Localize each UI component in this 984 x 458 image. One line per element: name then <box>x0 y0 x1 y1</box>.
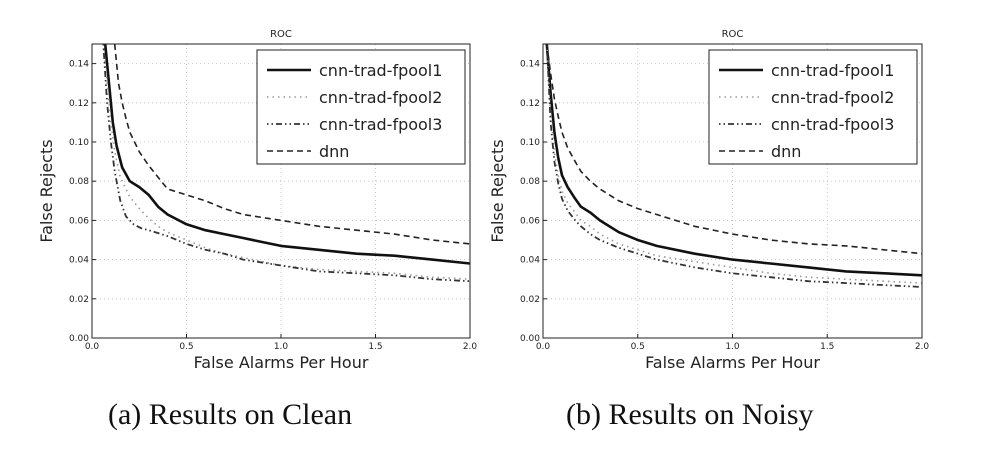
roc-chart-noisy: 0.0 0.5 1.0 1.5 2.0 0.00 0.02 0.04 0.06 0.08 0.10 0… <box>488 29 929 372</box>
y-tick-label: 0.06 <box>520 216 540 226</box>
x-tick-label: 1.0 <box>725 342 740 352</box>
series-line-dnn <box>113 44 470 245</box>
legend-label-cnn-trad-fpool3: cnn-trad-fpool3 <box>771 115 894 134</box>
legend-label-cnn-trad-fpool1: cnn-trad-fpool1 <box>319 61 442 80</box>
y-tick-label: 0.12 <box>520 99 540 109</box>
y-tick-label: 0.14 <box>69 60 89 70</box>
legend-label-dnn: dnn <box>771 142 801 161</box>
x-tick-label: 0.0 <box>536 342 551 352</box>
legend-label-dnn: dnn <box>319 142 349 161</box>
roc-chart-clean: 0.0 0.5 1.0 1.5 2.0 0.00 0.02 0.04 0.06 0.08 0.10 0… <box>37 29 477 372</box>
x-tick-label: 0.0 <box>85 342 100 352</box>
x-axis-label: False Alarms Per Hour <box>645 353 820 372</box>
series-line-cnn-trad-fpool2 <box>102 44 470 280</box>
y-tick-label: 0.02 <box>69 295 89 305</box>
legend: cnn-trad-fpool1 cnn-trad-fpool2 cnn-trad-f… <box>708 49 918 165</box>
y-axis-label: False Rejects <box>488 139 507 242</box>
series-line-dnn <box>546 44 922 255</box>
y-tick-label: 0.08 <box>69 177 89 187</box>
series-line-cnn-trad-fpool1 <box>103 44 470 265</box>
chart-title: ROC <box>722 29 744 40</box>
y-tick-label: 0.12 <box>69 99 89 109</box>
x-tick-label: 2.0 <box>915 342 930 352</box>
legend-label-cnn-trad-fpool3: cnn-trad-fpool3 <box>319 115 442 134</box>
y-tick-label: 0.00 <box>69 334 89 344</box>
legend-label-cnn-trad-fpool2: cnn-trad-fpool2 <box>319 88 442 107</box>
y-tick-label: 0.04 <box>69 256 89 266</box>
x-tick-label: 2.0 <box>463 342 478 352</box>
x-tick-label: 0.5 <box>179 342 193 352</box>
series-line-cnn-trad-fpool1 <box>545 44 922 277</box>
y-tick-label: 0.06 <box>69 216 89 226</box>
caption-noisy: (b) Results on Noisy <box>566 398 814 431</box>
y-tick-label: 0.14 <box>520 60 540 70</box>
x-tick-label: 0.5 <box>631 342 645 352</box>
legend-label-cnn-trad-fpool1: cnn-trad-fpool1 <box>771 61 894 80</box>
legend: cnn-trad-fpool1 cnn-trad-fpool2 cnn-trad-f… <box>256 49 466 165</box>
y-tick-label: 0.10 <box>69 138 89 148</box>
y-tick-label: 0.00 <box>520 334 540 344</box>
x-axis-label: False Alarms Per Hour <box>194 353 369 372</box>
chart-title: ROC <box>270 29 292 40</box>
y-axis-label: False Rejects <box>37 139 56 242</box>
y-tick-label: 0.08 <box>520 177 540 187</box>
x-tick-label: 1.0 <box>274 342 289 352</box>
y-tick-label: 0.04 <box>520 256 540 266</box>
x-tick-label: 1.5 <box>368 342 382 352</box>
caption-clean: (a) Results on Clean <box>108 398 353 431</box>
x-tick-label: 1.5 <box>820 342 834 352</box>
legend-label-cnn-trad-fpool2: cnn-trad-fpool2 <box>771 88 894 107</box>
y-tick-label: 0.02 <box>520 295 540 305</box>
series-line-cnn-trad-fpool3 <box>102 44 470 283</box>
y-tick-label: 0.10 <box>520 138 540 148</box>
